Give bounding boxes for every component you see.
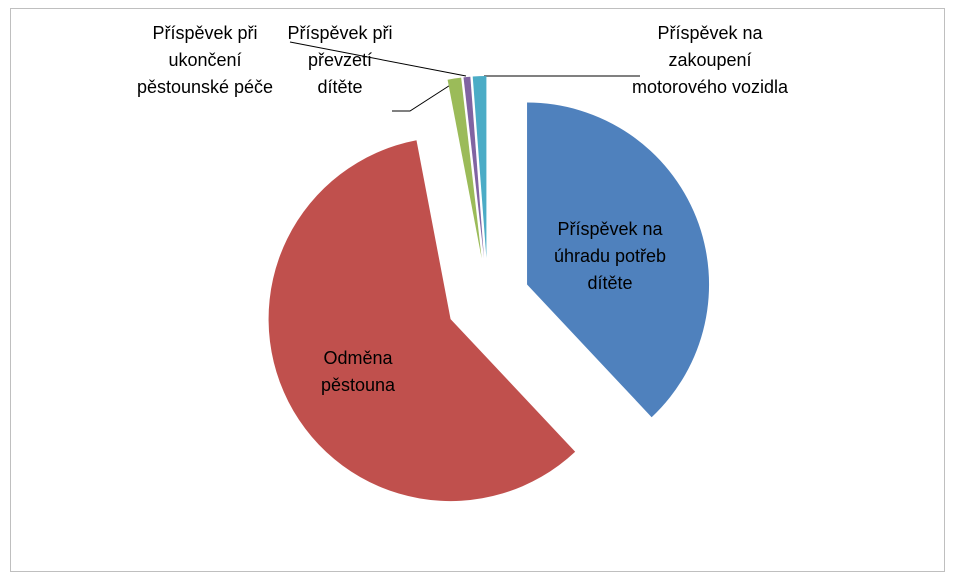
- pie-slice: [527, 102, 710, 418]
- pie-slice: [447, 77, 482, 259]
- pie-slice: [463, 76, 485, 259]
- leader-line: [289, 41, 467, 77]
- slice-label: Příspěvek při ukončení pěstounské péče: [136, 23, 274, 97]
- slice-label: Příspěvek při převzetí dítěte: [287, 23, 393, 97]
- slice-label-box: Příspěvek při ukončení pěstounské péče: [136, 23, 274, 97]
- slice-label-box: Příspěvek na zakoupení motorového vozidl…: [631, 23, 789, 97]
- slice-label-box: Odměna pěstouna: [320, 348, 396, 395]
- slice-label: Odměna pěstouna: [320, 348, 396, 395]
- slice-label: Příspěvek na úhradu potřeb dítěte: [553, 219, 667, 293]
- pie-slice: [268, 140, 576, 502]
- slice-label: Příspěvek na zakoupení motorového vozidl…: [631, 23, 789, 97]
- slice-label-box: Příspěvek při převzetí dítěte: [287, 23, 393, 97]
- slice-label-box: Příspěvek na úhradu potřeb dítěte: [553, 219, 667, 293]
- pie-slice: [472, 76, 487, 259]
- leader-line: [392, 81, 456, 112]
